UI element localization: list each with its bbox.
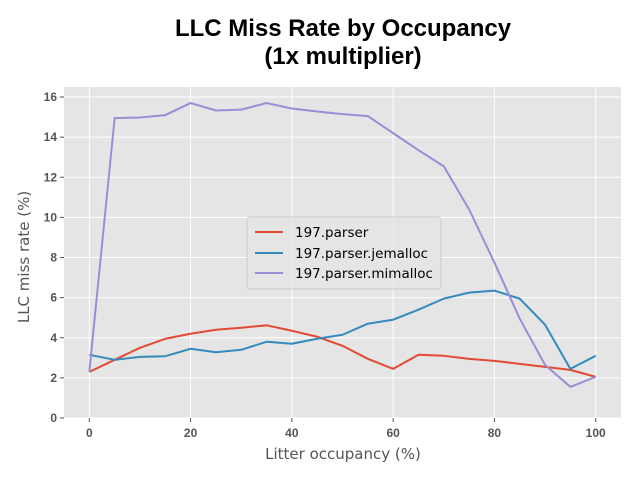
y-axis-label: LLC miss rate (%) xyxy=(15,191,33,323)
x-tick-labels: 0 20 40 60 80 100 xyxy=(86,418,606,440)
x-tick-label: 20 xyxy=(184,426,198,440)
legend-label-mimalloc: 197.parser.mimalloc xyxy=(295,266,433,282)
legend: 197.parser 197.parser.jemalloc 197.parse… xyxy=(246,216,442,290)
y-tick-label: 2 xyxy=(50,371,57,385)
y-tick-label: 14 xyxy=(44,130,58,144)
y-tick-label: 12 xyxy=(44,170,58,184)
legend-box xyxy=(246,216,442,290)
x-tick-label: 100 xyxy=(586,426,606,440)
chart-subtitle: (1x multiplier) xyxy=(264,43,421,70)
y-tick-label: 8 xyxy=(50,251,57,265)
x-tick-label: 40 xyxy=(285,426,299,440)
x-tick-label: 0 xyxy=(86,426,93,440)
series-layer xyxy=(88,102,597,388)
chart-title: LLC Miss Rate by Occupancy xyxy=(175,15,512,42)
series-line-jemalloc xyxy=(89,289,597,370)
x-axis-label: Litter occupancy (%) xyxy=(265,445,421,463)
y-tick-label: 4 xyxy=(50,331,57,345)
legend-label-jemalloc: 197.parser.jemalloc xyxy=(295,246,428,262)
legend-label-parser: 197.parser xyxy=(295,225,369,241)
y-tick-label: 16 xyxy=(44,90,58,104)
y-tick-label: 10 xyxy=(44,210,58,224)
y-tick-label: 0 xyxy=(50,411,57,425)
series-line-parser xyxy=(88,324,596,378)
y-tick-label: 6 xyxy=(50,291,57,305)
series-line-mimalloc xyxy=(88,102,597,388)
x-tick-label: 80 xyxy=(488,426,502,440)
x-tick-label: 60 xyxy=(386,426,400,440)
y-tick-labels: 0 2 4 6 8 10 12 14 16 xyxy=(44,90,64,425)
